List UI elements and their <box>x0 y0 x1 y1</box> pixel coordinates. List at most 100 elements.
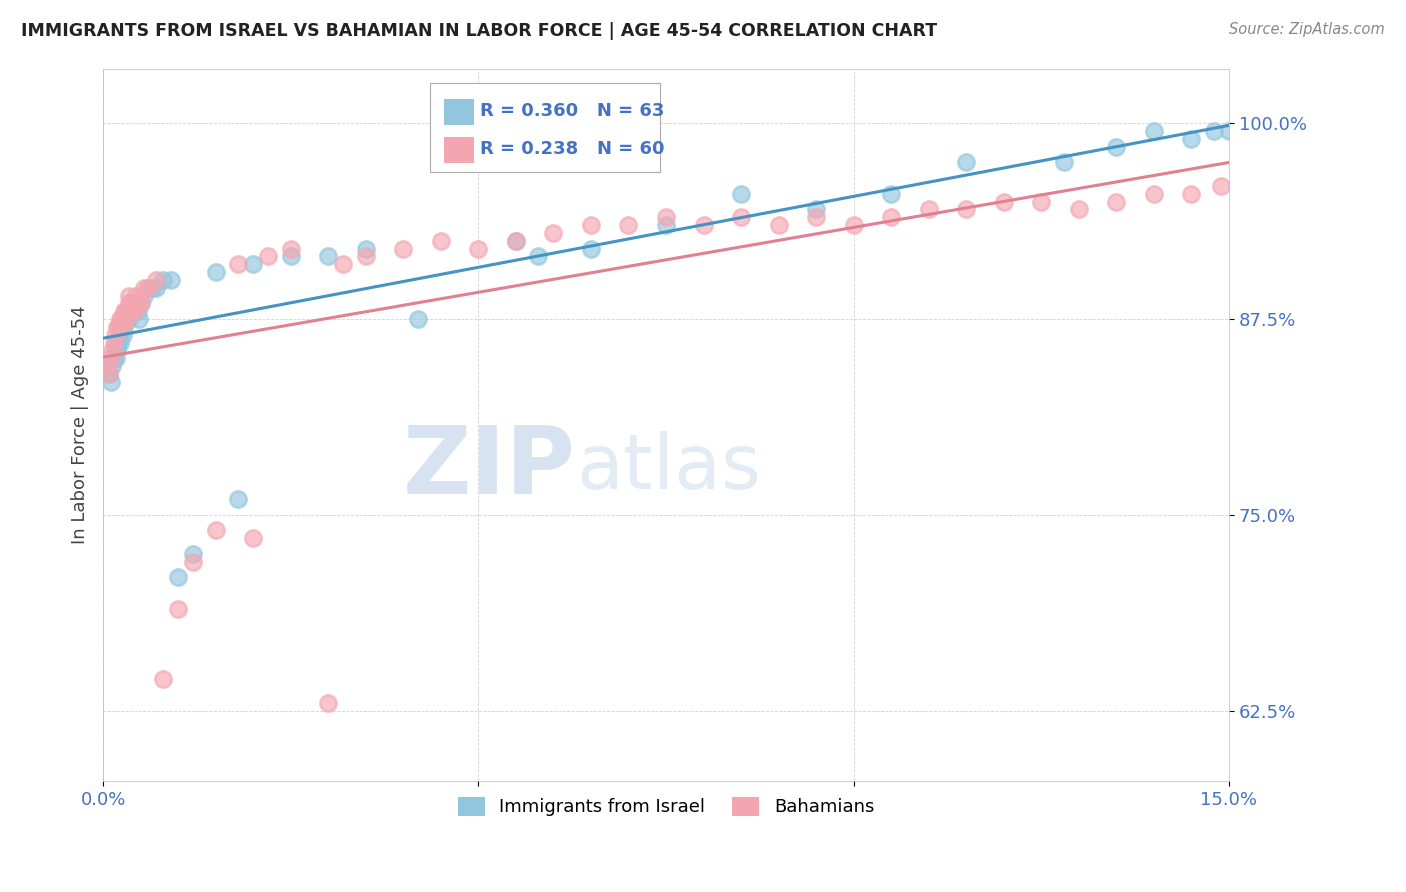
Point <box>107 319 129 334</box>
Point <box>114 312 136 326</box>
Point <box>242 257 264 271</box>
Point <box>430 234 453 248</box>
Point <box>167 570 190 584</box>
Point <box>226 492 249 507</box>
Point <box>204 265 226 279</box>
Point <box>730 211 752 225</box>
Point <box>115 312 138 326</box>
Point <box>100 375 122 389</box>
Point <box>1105 194 1128 209</box>
Point <box>1202 124 1225 138</box>
Point <box>105 343 128 358</box>
Point <box>1067 202 1090 217</box>
Point <box>655 211 678 225</box>
Point <box>1053 155 1076 169</box>
Point <box>127 304 149 318</box>
Point <box>181 547 204 561</box>
Point <box>880 211 903 225</box>
Point <box>1180 186 1202 201</box>
Point <box>141 281 163 295</box>
Text: Source: ZipAtlas.com: Source: ZipAtlas.com <box>1229 22 1385 37</box>
Point <box>1180 132 1202 146</box>
Point <box>145 273 167 287</box>
Point <box>257 249 280 263</box>
Point <box>114 312 136 326</box>
Point <box>110 319 132 334</box>
Point <box>105 335 128 350</box>
Point <box>181 555 204 569</box>
Point <box>136 281 159 295</box>
Point <box>103 335 125 350</box>
Point <box>316 696 339 710</box>
Point <box>617 218 640 232</box>
Point <box>117 296 139 310</box>
Point <box>730 186 752 201</box>
Point <box>1143 186 1166 201</box>
Point <box>1105 140 1128 154</box>
Point <box>120 304 142 318</box>
Point <box>103 351 125 366</box>
Point <box>880 186 903 201</box>
Point <box>145 281 167 295</box>
Point <box>112 319 135 334</box>
Point <box>505 234 527 248</box>
Point <box>121 296 143 310</box>
Point <box>111 319 134 334</box>
Point <box>1031 194 1053 209</box>
Point <box>467 242 489 256</box>
Point <box>955 202 977 217</box>
Point <box>98 367 121 381</box>
FancyBboxPatch shape <box>430 83 661 172</box>
Point <box>918 202 941 217</box>
Point <box>108 312 131 326</box>
Point <box>136 281 159 295</box>
Point <box>122 296 145 310</box>
Point <box>955 155 977 169</box>
Point <box>1143 124 1166 138</box>
Point <box>354 249 377 263</box>
Point <box>121 296 143 310</box>
Point <box>120 304 142 318</box>
Point <box>120 296 142 310</box>
Point <box>280 249 302 263</box>
Point <box>280 242 302 256</box>
Point <box>152 273 174 287</box>
Point <box>579 242 602 256</box>
FancyBboxPatch shape <box>444 99 474 125</box>
Point <box>768 218 790 232</box>
Point <box>101 343 124 358</box>
Point <box>115 304 138 318</box>
Text: IMMIGRANTS FROM ISRAEL VS BAHAMIAN IN LABOR FORCE | AGE 45-54 CORRELATION CHART: IMMIGRANTS FROM ISRAEL VS BAHAMIAN IN LA… <box>21 22 938 40</box>
Point <box>316 249 339 263</box>
Point <box>104 351 127 366</box>
Point <box>842 218 865 232</box>
Point <box>128 312 150 326</box>
Text: R = 0.360   N = 63: R = 0.360 N = 63 <box>481 103 665 120</box>
Point <box>104 343 127 358</box>
Point <box>110 335 132 350</box>
Point <box>96 359 118 373</box>
Point <box>112 312 135 326</box>
Point <box>117 312 139 326</box>
Point <box>692 218 714 232</box>
Point <box>408 312 430 326</box>
Point <box>242 531 264 545</box>
Point <box>124 296 146 310</box>
FancyBboxPatch shape <box>444 136 474 162</box>
Text: atlas: atlas <box>576 431 761 505</box>
Point <box>134 288 156 302</box>
Point <box>204 524 226 538</box>
Point <box>127 296 149 310</box>
Point <box>332 257 354 271</box>
Point <box>118 304 141 318</box>
Point <box>124 304 146 318</box>
Point <box>134 281 156 295</box>
Text: ZIP: ZIP <box>404 422 576 514</box>
Point <box>655 218 678 232</box>
Point <box>101 359 124 373</box>
Point <box>354 242 377 256</box>
Point <box>110 312 132 326</box>
Point <box>108 327 131 342</box>
Point <box>111 319 134 334</box>
Point <box>107 335 129 350</box>
